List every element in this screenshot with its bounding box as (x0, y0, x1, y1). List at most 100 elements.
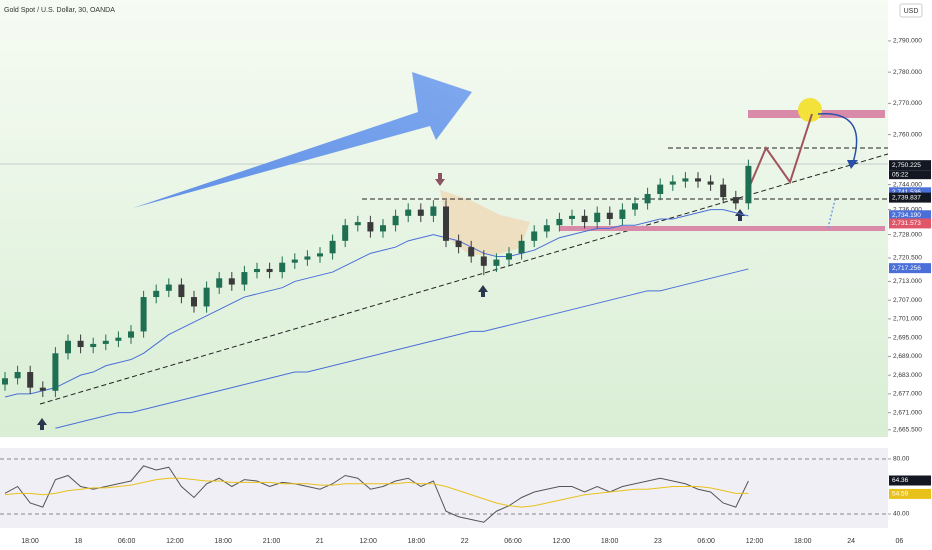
price-tag: 54.59 (889, 488, 931, 499)
candle-body (14, 372, 21, 379)
candle-body (342, 225, 349, 241)
candle-body (581, 215, 588, 223)
y-tick-label: 40.00 (893, 511, 910, 518)
x-tick-label: 06:00 (697, 538, 715, 545)
candle-body (329, 240, 336, 254)
candle-body (140, 297, 147, 332)
price-tag-label: 2,750.225 (892, 162, 921, 169)
candle-body (543, 225, 550, 232)
candle-body (90, 343, 97, 348)
x-tick-label: 18:00 (601, 538, 619, 545)
candle-body (304, 256, 311, 260)
candle-body (165, 284, 172, 291)
candle-body (128, 331, 134, 338)
x-tick-label: 12:00 (746, 538, 764, 545)
candle-body (732, 197, 739, 204)
rsi-pane (0, 448, 888, 528)
candle-body (279, 262, 286, 273)
candle-body (745, 165, 752, 204)
y-tick-label: 2,683.000 (893, 372, 922, 379)
shaded-zone (440, 190, 530, 255)
y-tick-label: 2,713.000 (893, 278, 922, 285)
price-tag: 2,731.573 (889, 218, 931, 229)
demand-zone (560, 226, 885, 231)
y-tick-label: 2,760.000 (893, 131, 922, 138)
candle-body (405, 209, 412, 216)
candle-body (241, 272, 248, 285)
price-tag-box (889, 263, 931, 274)
candle-body (191, 297, 197, 307)
dotted-arrow (827, 199, 836, 229)
candle-body (27, 372, 34, 388)
indicator-line (4, 209, 749, 398)
candle-body (443, 206, 449, 241)
price-tag: 2,734.190 (889, 210, 931, 221)
candle-body (2, 378, 8, 385)
x-tick-label: 18:00 (408, 538, 426, 545)
candle-body (380, 225, 386, 232)
x-tick-label: 22 (461, 538, 469, 545)
candle-body (115, 337, 122, 341)
countdown-box (889, 170, 931, 180)
currency: USD (904, 8, 919, 15)
price-tag: 2,741.536 (889, 187, 931, 198)
x-tick-label: 24 (847, 538, 855, 545)
y-tick-label: 2,728.000 (893, 231, 922, 238)
indicator-line (4, 477, 749, 508)
y-tick-label: 2,701.000 (893, 316, 922, 323)
price-tag-label: 2,717.256 (892, 265, 921, 272)
y-tick-label: 2,770.000 (893, 100, 922, 107)
candle-body (657, 184, 664, 194)
candle-body (669, 181, 676, 185)
y-tick-label: 2,780.000 (893, 69, 922, 76)
y-tick-label: 2,695.000 (893, 334, 922, 341)
candle-body (720, 184, 727, 198)
price-tag-label: 2,739.837 (892, 194, 921, 201)
candle-body (367, 222, 374, 232)
candle-body (291, 259, 298, 263)
y-tick-label: 2,707.000 (893, 297, 922, 304)
price-tag-box (889, 160, 931, 171)
target-marker (798, 98, 822, 122)
candle-body (468, 247, 475, 257)
y-tick-label: 2,744.000 (893, 181, 922, 188)
candle-body (619, 209, 626, 219)
candle-body (632, 203, 638, 210)
countdown: 05:22 (892, 171, 909, 178)
candle-body (77, 340, 84, 348)
projection-path (747, 113, 813, 191)
x-tick-label: 12:00 (553, 538, 571, 545)
candle-body (480, 256, 487, 266)
candle-body (266, 268, 273, 273)
candle-body (354, 222, 361, 226)
price-axis (888, 0, 932, 550)
price-tag-box (889, 187, 931, 198)
x-tick-label: 23 (654, 538, 662, 545)
x-tick-label: 06:00 (504, 538, 522, 545)
price-tag-box (889, 210, 931, 221)
trend-arrow (133, 72, 472, 208)
candle-body (254, 268, 260, 273)
candle-body (430, 206, 437, 216)
candle-body (203, 287, 210, 307)
price-tag-label: 2,741.536 (892, 189, 921, 196)
candle-body (153, 290, 160, 298)
x-tick-label: 18:00 (214, 538, 232, 545)
y-tick-label: 2,671.000 (893, 409, 922, 416)
candle-body (569, 215, 575, 219)
price-tag-box (889, 488, 931, 499)
x-tick-label: 18:00 (794, 538, 812, 545)
candle-body (531, 231, 538, 241)
price-tag-label: 64.36 (892, 477, 909, 484)
x-tick-label: 06 (896, 538, 904, 545)
candle-body (52, 353, 59, 391)
candle-body (707, 181, 714, 185)
candle-body (493, 259, 500, 266)
price-tag-box (889, 218, 931, 229)
price-tag-box (889, 475, 931, 486)
price-tag: 2,717.256 (889, 263, 931, 274)
candle-body (606, 212, 613, 219)
candle-body (417, 209, 424, 216)
candle-body (392, 215, 399, 226)
